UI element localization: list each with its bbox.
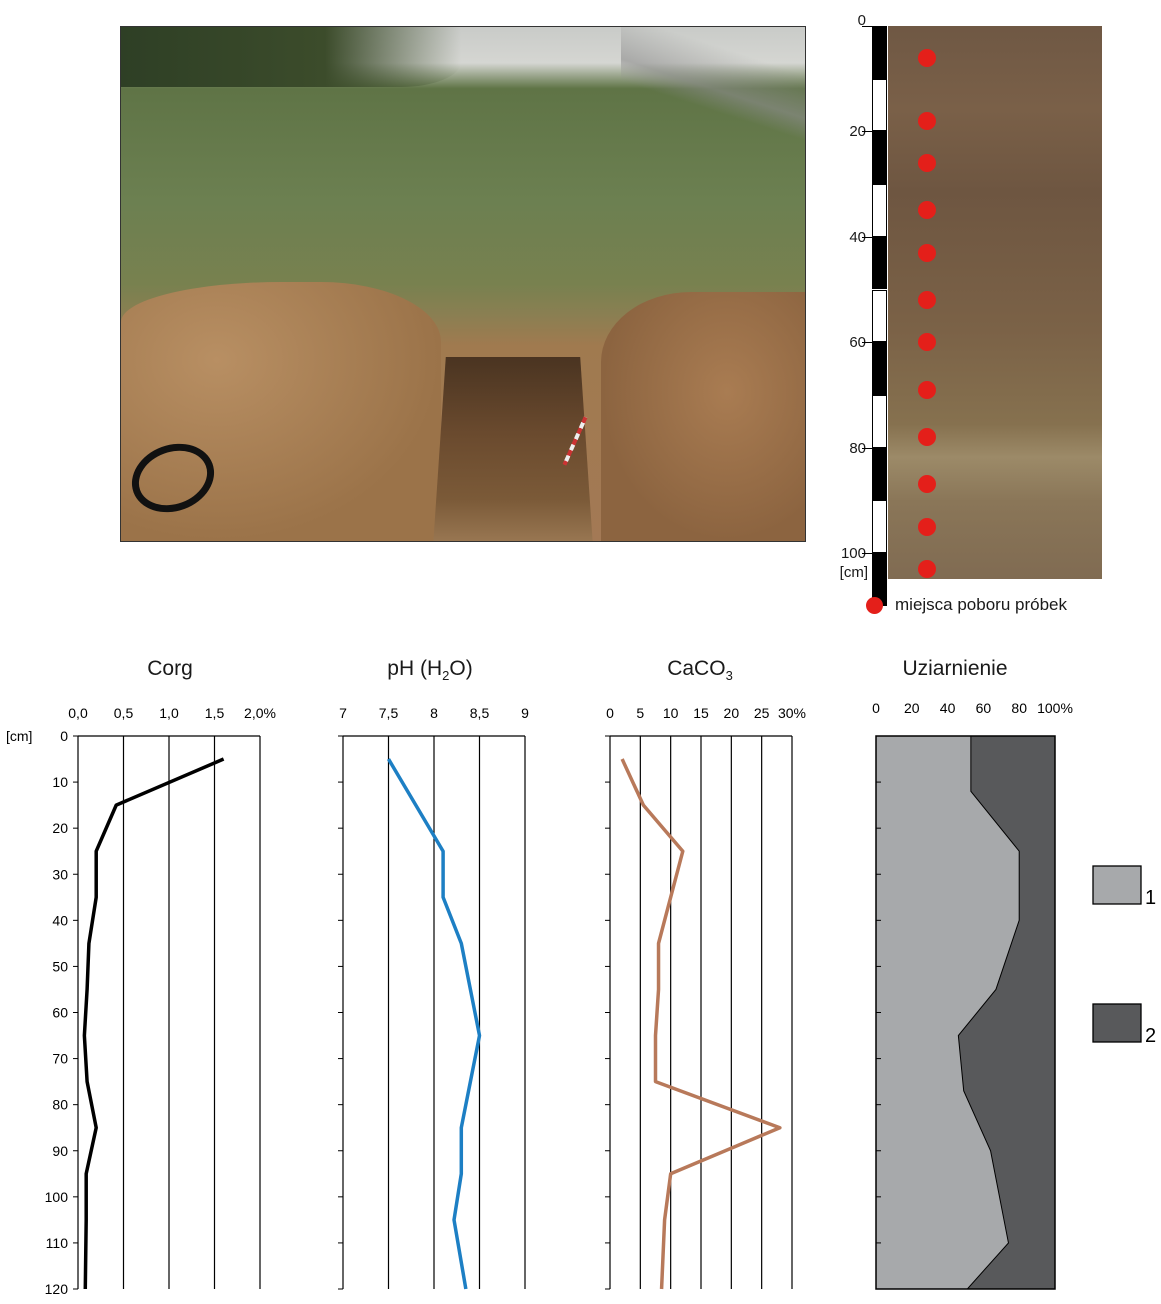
chart-title-corg: Corg xyxy=(147,657,193,680)
y-tick-label: 40 xyxy=(52,912,68,928)
legend-label-1: 1 xyxy=(1145,887,1156,909)
sample-dot xyxy=(918,559,936,578)
sample-legend-label: miejsca poboru próbek xyxy=(895,595,1067,614)
sample-dot xyxy=(918,475,936,494)
soil-pit xyxy=(433,357,593,541)
x-tick-label: 2,0% xyxy=(244,705,276,721)
x-tick-label: 0 xyxy=(606,705,614,721)
legend-swatch-2 xyxy=(1092,1003,1142,1043)
ruler-segment xyxy=(872,394,887,448)
depth-label: 60 xyxy=(849,334,866,352)
series-line xyxy=(82,757,225,1290)
x-tick-label: 40 xyxy=(940,700,956,716)
depth-tick xyxy=(862,26,874,27)
field-photo xyxy=(120,26,806,542)
x-tick-label: 60 xyxy=(976,700,992,716)
x-tick-label: 1,5 xyxy=(205,705,225,721)
caco3-title-main: CaCO xyxy=(667,657,726,680)
soil-heap-left xyxy=(121,282,441,541)
x-tick-label: 20 xyxy=(724,705,740,721)
sample-dot xyxy=(918,48,936,67)
ruler-segment xyxy=(872,500,887,553)
x-tick-label: 7 xyxy=(339,705,347,721)
x-tick-label: 15 xyxy=(693,705,709,721)
y-tick-label: 20 xyxy=(52,820,68,836)
x-tick-label: 0 xyxy=(872,700,880,716)
x-tick-label: 8 xyxy=(430,705,438,721)
x-tick-label: 0,0 xyxy=(68,705,88,721)
y-tick-label: 90 xyxy=(52,1143,68,1159)
chart-title-ph: pH (H2O) xyxy=(350,657,510,683)
ph-title-sub: 2 xyxy=(442,668,450,684)
y-tick-label: 10 xyxy=(52,774,68,790)
depth-label: 40 xyxy=(849,228,866,246)
series-line xyxy=(620,758,782,1290)
depth-label: 0 xyxy=(857,12,866,29)
depth-label: 20 xyxy=(849,123,866,141)
y-tick-label: 110 xyxy=(46,1235,69,1251)
y-tick-label: 30 xyxy=(52,866,68,882)
y-tick-label: 80 xyxy=(52,1097,68,1113)
x-tick-label: 9 xyxy=(521,705,529,721)
sample-dot xyxy=(918,428,936,447)
chart-title-uziarnienie: Uziarnienie xyxy=(902,657,1008,680)
caco3-title-sub: 3 xyxy=(725,668,733,684)
ruler-segment xyxy=(872,342,887,395)
depth-label: 80 xyxy=(849,439,866,457)
y-tick-label: 60 xyxy=(52,1005,68,1021)
ruler-segment xyxy=(872,131,887,185)
sample-dot xyxy=(918,111,936,130)
ph-title-end: O) xyxy=(449,657,473,680)
sample-dot xyxy=(918,380,936,399)
y-tick-label: 0 xyxy=(60,728,68,744)
ph-title-main: pH (H xyxy=(387,657,443,680)
x-tick-label: 80 xyxy=(1011,700,1027,716)
x-tick-label: 20 xyxy=(904,700,920,716)
x-tick-label: 30% xyxy=(778,705,806,721)
legend-swatch-1 xyxy=(1092,865,1142,905)
depth-tick xyxy=(862,342,874,344)
x-tick-label: 7,5 xyxy=(379,705,399,721)
soil-heap-right xyxy=(601,292,805,541)
ruler-segment xyxy=(872,78,887,132)
sample-dot xyxy=(918,517,936,536)
x-tick-label: 8,5 xyxy=(470,705,490,721)
sample-dot xyxy=(918,333,936,352)
chart-title-caco3: CaCO3 xyxy=(630,657,770,683)
x-tick-label: 0,5 xyxy=(114,705,134,721)
depth-unit-label: [cm] xyxy=(839,564,868,581)
y-tick-label: 100 xyxy=(45,1189,69,1205)
ruler-segment xyxy=(872,236,887,290)
depth-tick xyxy=(862,236,874,238)
ruler-segment xyxy=(872,447,887,501)
sample-legend-dot xyxy=(866,597,883,614)
sample-dot xyxy=(918,154,936,173)
depth-label: 100 xyxy=(840,545,866,562)
depth-tick xyxy=(862,447,874,449)
y-tick-label: 70 xyxy=(52,1051,68,1067)
ruler-segment xyxy=(872,26,887,79)
ruler-segment xyxy=(872,184,887,237)
sample-dot xyxy=(918,243,936,262)
tree-line xyxy=(121,27,461,87)
depth-tick xyxy=(862,553,874,554)
legend-label-2: 2 xyxy=(1145,1025,1156,1047)
x-tick-label: 25 xyxy=(754,705,770,721)
x-tick-label: 1,0 xyxy=(159,705,179,721)
depth-tick xyxy=(862,131,874,133)
ruler-segment xyxy=(872,289,887,343)
x-tick-label: 5 xyxy=(636,705,644,721)
sample-dot xyxy=(918,201,936,220)
x-tick-label: 100% xyxy=(1037,700,1073,716)
sample-dot xyxy=(918,291,936,310)
y-unit-label: [cm] xyxy=(6,728,32,744)
y-tick-label: 120 xyxy=(45,1281,69,1297)
x-tick-label: 10 xyxy=(663,705,679,721)
y-tick-label: 50 xyxy=(52,958,68,974)
series-line xyxy=(386,758,482,1290)
